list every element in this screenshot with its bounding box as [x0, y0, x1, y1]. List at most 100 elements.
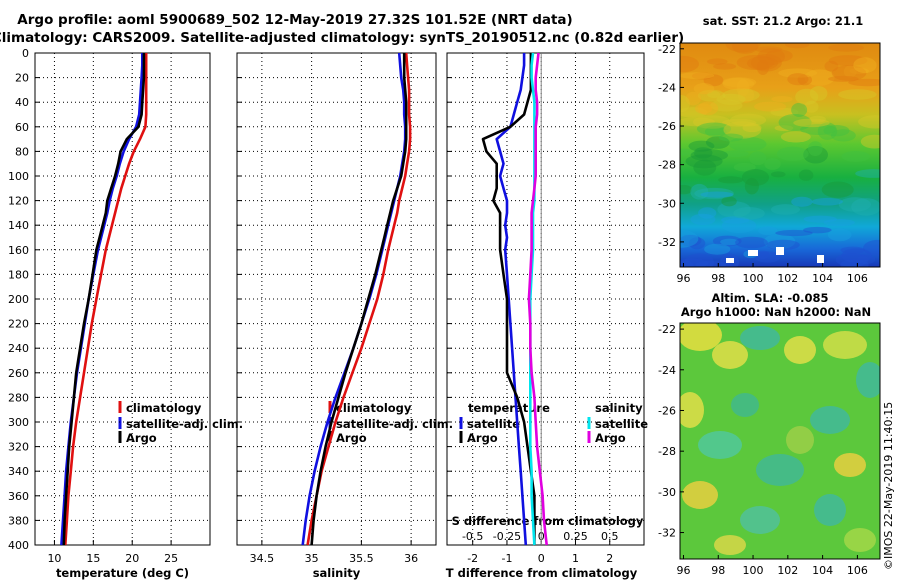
depth-tick-label: 60: [15, 121, 29, 134]
map-x-tick-label: 104: [812, 564, 833, 577]
series-line: [306, 52, 412, 546]
depth-tick-label: 220: [8, 318, 29, 331]
map-x-tick-label: 98: [711, 272, 725, 285]
depth-tick-label: 180: [8, 268, 29, 281]
x2-tick-label: 0.25: [563, 530, 588, 543]
x-tick-label: 2: [606, 552, 613, 565]
footer-credit: ©IMOS 22-May-2019 11:40:15: [882, 402, 895, 570]
map-x-tick-label: 96: [676, 564, 690, 577]
map-x-tick-label: 100: [743, 564, 764, 577]
series-line: [60, 53, 144, 546]
map-y-tick-label: -22: [658, 43, 676, 56]
sst-map: sat. SST: 21.2 Argo: 21.1: [679, 14, 881, 268]
x-axis-label: salinity: [313, 566, 361, 580]
map-x-tick-label: 96: [676, 272, 690, 285]
x-tick-label: 10: [47, 552, 61, 565]
map-y-tick-label: -32: [658, 527, 676, 540]
series-line: [527, 52, 548, 546]
salinity-legend: climatology satellite-adj. clim. Argo: [328, 401, 453, 445]
series-line: [495, 53, 528, 546]
title-line-1: Argo profile: aoml 5900689_502 12-May-20…: [17, 12, 572, 28]
difference-legend: temperature satellite Argo salinity sate…: [459, 401, 648, 445]
map-x-tick-label: 102: [777, 564, 798, 577]
depth-tick-label: 40: [15, 96, 29, 109]
map-x-tick-label: 106: [847, 564, 868, 577]
sst-map-title: sat. SST: 21.2 Argo: 21.1: [703, 14, 863, 28]
x-tick-label: 25: [164, 552, 178, 565]
x-tick-label: 0: [538, 552, 545, 565]
map-x-tick-label: 104: [812, 272, 833, 285]
series-line: [481, 53, 536, 545]
x-axis-label: T difference from climatology: [446, 566, 638, 580]
x-tick-label: 36: [404, 552, 418, 565]
x2-tick-label: 0.5: [601, 530, 619, 543]
map-x-tick-label: 100: [743, 272, 764, 285]
x2-tick-label: -0.5: [462, 530, 483, 543]
x-tick-label: 34.5: [250, 552, 275, 565]
depth-tick-label: 400: [8, 539, 29, 552]
map-y-tick-label: -30: [658, 197, 676, 210]
map-y-tick-label: -22: [658, 323, 676, 336]
x-tick-label: 35.5: [349, 552, 374, 565]
temperature-legend: climatology satellite-adj. clim. Argo: [118, 401, 243, 445]
legend-climatology: climatology: [126, 401, 202, 415]
x-tick-label: 35: [305, 552, 319, 565]
sla-map-title-1: Altim. SLA: -0.085: [711, 291, 828, 305]
depth-tick-label: 140: [8, 219, 29, 232]
depth-tick-label: 320: [8, 441, 29, 454]
map-y-tick-label: -28: [658, 445, 676, 458]
legend-sal-title: salinity: [595, 401, 643, 415]
map-x-tick-label: 102: [777, 272, 798, 285]
map-y-tick-label: -28: [658, 159, 676, 172]
x2-axis-label: S difference from climatology: [452, 514, 644, 528]
depth-tick-label: 120: [8, 195, 29, 208]
sla-map: Altim. SLA: -0.085 Argo h1000: NaN h2000…: [679, 291, 881, 560]
depth-tick-label: 280: [8, 391, 29, 404]
legend-satellite: satellite-adj. clim.: [336, 417, 453, 431]
legend-temp-satellite: satellite: [467, 417, 520, 431]
map-y-tick-label: -26: [658, 120, 676, 133]
x-tick-label: 15: [86, 552, 100, 565]
x-tick-label: -1: [501, 552, 512, 565]
x-tick-label: 1: [572, 552, 579, 565]
depth-tick-label: 20: [15, 72, 29, 85]
map-x-tick-label: 98: [711, 564, 725, 577]
series-line: [62, 53, 146, 546]
depth-tick-label: 240: [8, 342, 29, 355]
series-line: [528, 52, 536, 546]
sla-map-title-2: Argo h1000: NaN h2000: NaN: [681, 305, 871, 319]
legend-argo: Argo: [126, 431, 157, 445]
depth-tick-label: 360: [8, 490, 29, 503]
depth-tick-label: 80: [15, 145, 29, 158]
map-y-tick-label: -32: [658, 236, 676, 249]
map-y-tick-label: -30: [658, 486, 676, 499]
map-y-tick-label: -26: [658, 404, 676, 417]
depth-tick-label: 160: [8, 244, 29, 257]
depth-tick-label: 300: [8, 416, 29, 429]
map-y-tick-label: -24: [658, 81, 676, 94]
legend-sal-argo: Argo: [595, 431, 626, 445]
depth-tick-label: 380: [8, 514, 29, 527]
legend-satellite: satellite-adj. clim.: [126, 417, 243, 431]
depth-tick-label: 200: [8, 293, 29, 306]
depth-tick-label: 100: [8, 170, 29, 183]
depth-tick-label: 340: [8, 465, 29, 478]
legend-sal-satellite: satellite: [595, 417, 648, 431]
map-x-tick-label: 106: [847, 272, 868, 285]
series-line: [310, 53, 408, 546]
x-tick-label: -2: [467, 552, 478, 565]
title-line-2: Climatology: CARS2009. Satellite-adjuste…: [0, 30, 684, 46]
x-tick-label: 20: [125, 552, 139, 565]
map-y-tick-label: -24: [658, 364, 676, 377]
legend-argo: Argo: [336, 431, 367, 445]
legend-temp-title: temperature: [468, 401, 550, 415]
x2-tick-label: -0.25: [493, 530, 521, 543]
legend-climatology: climatology: [336, 401, 412, 415]
depth-tick-label: 260: [8, 367, 29, 380]
legend-temp-argo: Argo: [467, 431, 498, 445]
x-axis-label: temperature (deg C): [56, 566, 189, 580]
depth-tick-label: 0: [22, 47, 29, 60]
series-line: [64, 53, 148, 546]
panel-frame: [446, 52, 645, 546]
